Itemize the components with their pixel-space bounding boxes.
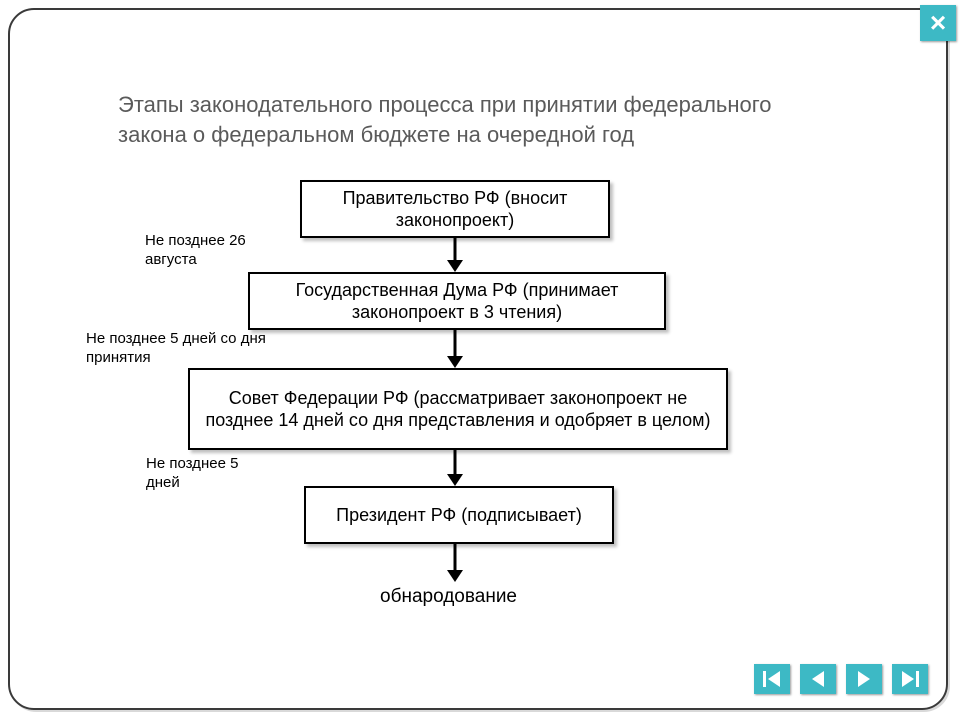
prev-icon: [809, 670, 827, 688]
nav-first-button[interactable]: [754, 664, 790, 694]
slide-title: Этапы законодательного процесса при прин…: [118, 90, 838, 149]
flow-end-label: обнародование: [380, 586, 517, 608]
skip-first-icon: [762, 670, 782, 688]
annotation-1: Не позднее 26 августа: [145, 232, 275, 270]
nav-last-button[interactable]: [892, 664, 928, 694]
annotation-3: Не позднее 5 дней: [146, 455, 276, 493]
arrow-3: [443, 450, 467, 486]
nav-next-button[interactable]: [846, 664, 882, 694]
arrow-2: [443, 330, 467, 368]
slide-frame: Этапы законодательного процесса при прин…: [8, 8, 948, 710]
nav-bar: [754, 664, 928, 694]
nav-prev-button[interactable]: [800, 664, 836, 694]
arrow-4: [443, 544, 467, 582]
flow-node-n4: Президент РФ (подписывает): [304, 486, 614, 544]
close-button[interactable]: ×: [920, 5, 956, 41]
flow-node-n1: Правительство РФ (вносит законопроект): [300, 180, 610, 238]
skip-last-icon: [900, 670, 920, 688]
close-icon: ×: [930, 7, 946, 38]
flow-node-n3: Совет Федерации РФ (рассматривает законо…: [188, 368, 728, 450]
flow-node-n2: Государственная Дума РФ (принимает закон…: [248, 272, 666, 330]
arrow-1: [443, 238, 467, 272]
next-icon: [855, 670, 873, 688]
annotation-2: Не позднее 5 дней со дня принятия: [86, 330, 316, 368]
